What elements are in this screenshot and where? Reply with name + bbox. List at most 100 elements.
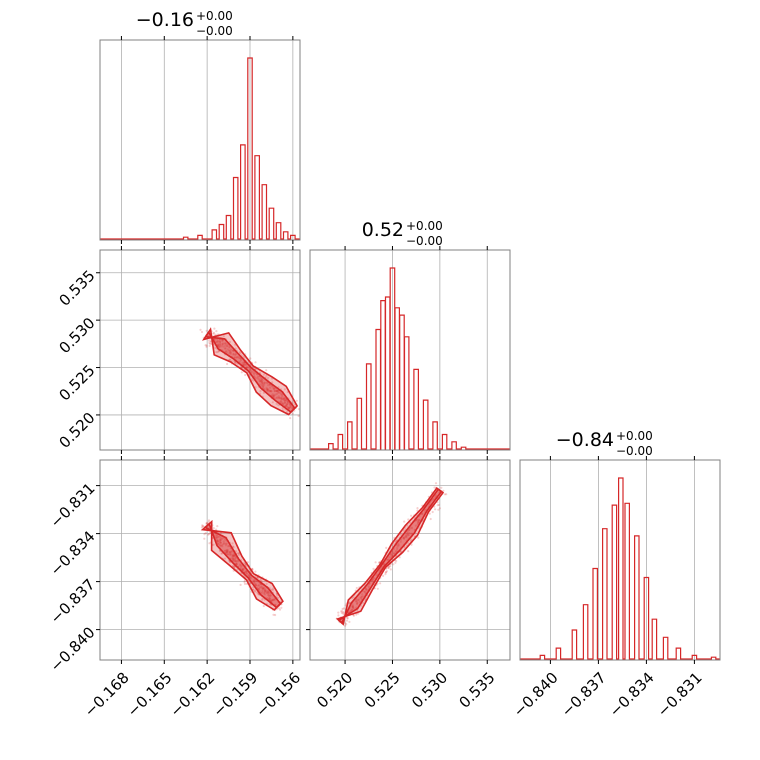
- sample-point: [234, 356, 237, 359]
- sample-point: [348, 620, 351, 624]
- sample-point: [229, 351, 232, 354]
- x-tick-label: 0.520: [313, 669, 356, 712]
- sample-point: [297, 414, 300, 417]
- sample-point: [274, 613, 277, 617]
- y-tick-label: −0.837: [47, 575, 99, 627]
- sample-point: [235, 563, 238, 566]
- panel-grid-0-0: [121, 40, 294, 240]
- sample-point: [252, 373, 256, 376]
- sample-point: [257, 584, 260, 587]
- sample-point: [271, 393, 274, 396]
- sample-point: [228, 552, 231, 556]
- sample-point: [235, 560, 238, 563]
- sample-point: [241, 568, 244, 571]
- sample-point: [279, 400, 282, 403]
- sample-point: [259, 380, 262, 383]
- contour-outer: [201, 327, 299, 416]
- param-title-0: −0.16: [136, 9, 194, 31]
- sample-point: [406, 534, 409, 537]
- sample-point: [410, 527, 414, 530]
- sample-point: [375, 574, 378, 577]
- sample-point: [250, 576, 253, 580]
- sample-point: [203, 533, 206, 536]
- param-title-plus-2: +0.00: [616, 429, 653, 443]
- sample-point: [263, 593, 267, 596]
- sample-point: [243, 562, 246, 566]
- sample-point: [337, 611, 340, 614]
- sample-point: [284, 401, 287, 404]
- sample-point: [213, 327, 216, 330]
- sample-point: [355, 613, 358, 616]
- sample-point: [288, 403, 291, 406]
- sample-point: [234, 362, 238, 365]
- sample-point: [231, 542, 234, 545]
- sample-point: [351, 604, 354, 607]
- sample-point: [357, 599, 360, 602]
- sample-point: [251, 567, 254, 571]
- sample-point: [239, 359, 243, 362]
- sample-point: [273, 598, 276, 602]
- sample-point: [289, 417, 292, 420]
- sample-point: [265, 590, 268, 593]
- sample-point: [263, 588, 267, 591]
- sample-point: [226, 551, 229, 554]
- sample-point: [280, 400, 283, 403]
- sample-point: [265, 374, 268, 377]
- sample-point: [259, 383, 262, 386]
- x-tick-label: −0.840: [510, 669, 562, 721]
- sample-point: [445, 493, 448, 496]
- sample-point: [273, 597, 276, 601]
- sample-point: [389, 565, 392, 568]
- sample-point: [271, 598, 274, 602]
- sample-point: [394, 550, 397, 553]
- sample-point: [266, 592, 269, 595]
- sample-point: [268, 383, 271, 387]
- sample-point: [229, 351, 232, 354]
- sample-point: [410, 526, 413, 529]
- sample-point: [209, 340, 212, 343]
- sample-point: [230, 557, 233, 560]
- sample-point: [417, 536, 420, 539]
- sample-point: [221, 343, 224, 347]
- sample-point: [386, 558, 389, 562]
- sample-point: [371, 578, 374, 581]
- sample-point: [247, 574, 250, 577]
- sample-point: [217, 535, 220, 538]
- sample-point: [289, 405, 292, 408]
- contour-outer: [200, 519, 284, 611]
- sample-point: [235, 356, 238, 359]
- sample-point: [365, 589, 368, 592]
- sample-point: [255, 584, 258, 587]
- sample-point: [262, 592, 266, 595]
- sample-point: [256, 377, 259, 380]
- sample-point: [258, 587, 261, 590]
- sample-point: [246, 561, 249, 564]
- sample-point: [200, 330, 204, 334]
- sample-point: [342, 613, 345, 616]
- sample-point: [215, 534, 218, 537]
- sample-point: [263, 587, 266, 590]
- sample-point: [278, 608, 282, 611]
- sample-point: [268, 597, 271, 600]
- sample-point: [396, 544, 400, 548]
- sample-point: [282, 397, 286, 400]
- sample-point: [216, 535, 219, 539]
- sample-point: [267, 594, 270, 597]
- sample-point: [219, 541, 223, 545]
- sample-point: [226, 345, 229, 348]
- sample-point: [225, 350, 228, 353]
- sample-point: [376, 587, 379, 590]
- sample-point: [262, 385, 265, 388]
- sample-point: [345, 623, 348, 626]
- sample-point: [261, 598, 264, 601]
- param-title-plus-1: +0.00: [406, 219, 443, 233]
- sample-point: [342, 611, 345, 614]
- sample-point: [252, 581, 255, 584]
- sample-point: [282, 402, 285, 405]
- sample-point: [267, 389, 270, 392]
- sample-point: [394, 540, 397, 543]
- sample-point: [406, 533, 410, 536]
- sample-point: [241, 567, 244, 570]
- sample-point: [269, 386, 272, 389]
- panel-frame-0-0: [99, 39, 301, 241]
